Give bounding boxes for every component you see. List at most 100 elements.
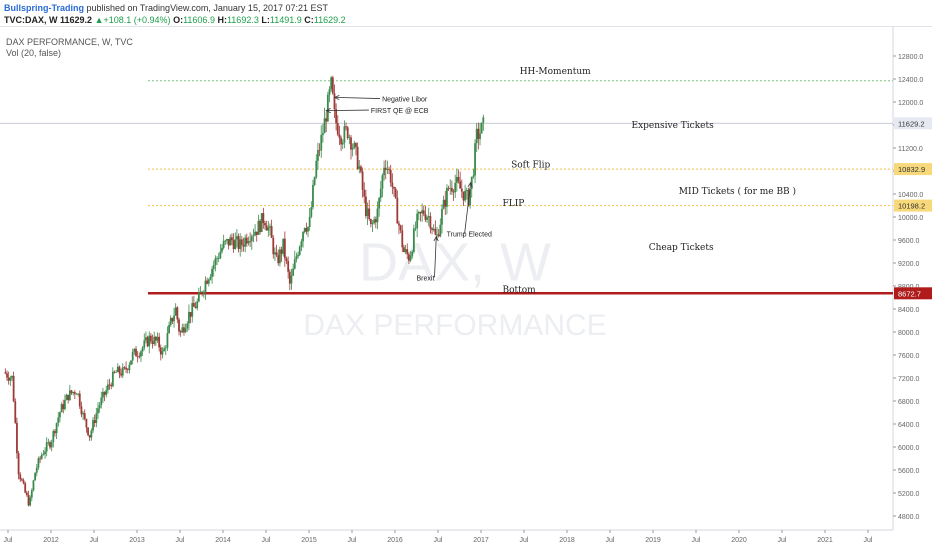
candle-body [216, 258, 218, 260]
candle-body [17, 453, 20, 475]
candle-body [270, 226, 273, 238]
candle-body [307, 227, 309, 232]
candle-body [164, 347, 167, 349]
candle-body [125, 367, 127, 370]
candle-body [356, 146, 359, 169]
candle-body [39, 458, 41, 460]
candle-body [54, 431, 56, 434]
candle-body [183, 327, 185, 333]
x-tick-label: Jul [348, 537, 357, 544]
candle-body [191, 303, 194, 317]
candle-body [421, 210, 424, 214]
candle-body [62, 404, 65, 410]
candle-body [126, 369, 129, 371]
candle-body [133, 348, 136, 352]
candle-body [9, 377, 12, 381]
candle-body [95, 413, 98, 423]
candle-body [277, 255, 280, 264]
candle-body [201, 291, 204, 294]
candle-body [475, 128, 478, 144]
candle-body [6, 373, 8, 378]
candle-body [378, 198, 381, 209]
candle-body [224, 240, 227, 242]
candle-body [376, 208, 379, 223]
candle-body [409, 256, 412, 261]
candle-body [110, 384, 113, 387]
candle-body [135, 348, 137, 357]
y-tick-label: 6800.0 [898, 399, 920, 406]
candle-body [108, 384, 111, 386]
candle-body [92, 420, 94, 431]
candle-body [237, 236, 240, 249]
candle-body [145, 337, 147, 341]
up-arrow-icon: ▲ [94, 15, 104, 25]
x-tick-label: 2015 [301, 537, 317, 544]
y-tick-label: 7600.0 [898, 353, 920, 360]
candle-body [399, 225, 402, 231]
candle-body [460, 188, 463, 192]
author-link[interactable]: Bullspring-Trading [4, 3, 84, 13]
candle-body [143, 340, 146, 348]
candle-body [197, 292, 200, 302]
candle-body [209, 276, 212, 280]
candle-body [149, 335, 152, 342]
candle-body [30, 490, 33, 498]
candle-body [404, 249, 407, 253]
x-tick-label: Jul [434, 537, 443, 544]
candle-body [446, 187, 448, 207]
candle-body [394, 188, 397, 198]
annotation-arrowhead [333, 94, 340, 101]
publish-info: published on TradingView.com, January 15… [84, 3, 329, 13]
candle-body [318, 150, 321, 151]
x-tick-label: Jul [864, 537, 873, 544]
candle-body [254, 231, 256, 236]
candle-body [462, 191, 465, 201]
price-chart[interactable]: DAX, W DAX PERFORMANCE 4800.0 5200.0 5600.0 6… [0, 27, 932, 550]
price-badge-label: 10832.9 [898, 165, 925, 174]
y-tick-label: 6400.0 [898, 422, 920, 429]
candle-body [151, 341, 154, 344]
candle-body [166, 333, 169, 348]
y-tick-label: 9600.0 [898, 238, 920, 245]
candle-body [16, 422, 18, 454]
candle-body [452, 191, 455, 193]
candle-body [361, 171, 364, 190]
candle-body [115, 371, 118, 373]
candle-body [186, 323, 189, 329]
low-label: L: [261, 15, 270, 25]
candle-body [383, 167, 385, 176]
candle-body [391, 182, 394, 187]
candle-body [189, 311, 192, 317]
candle-body [305, 228, 308, 232]
instrument-legend: DAX PERFORMANCE, W, TVC [6, 37, 133, 47]
candle-body [326, 94, 329, 122]
candle-body [336, 123, 339, 135]
candle-body [88, 435, 91, 438]
candle-body [280, 249, 283, 254]
y-tick-label: 11200.0 [898, 146, 923, 153]
candle-body [239, 239, 242, 249]
candle-body [346, 127, 349, 138]
candle-body [244, 237, 247, 247]
annotation-label: Negative Libor [382, 97, 428, 104]
candle-body [331, 77, 334, 94]
candle-body [7, 377, 10, 381]
candle-body [373, 219, 376, 224]
candle-body [235, 236, 238, 240]
candle-body [169, 317, 172, 325]
candle-body [252, 235, 255, 237]
candle-body [163, 348, 166, 352]
zone-label: FLIP [503, 199, 525, 209]
x-tick-label: 2021 [817, 537, 833, 544]
candle-body [403, 247, 405, 253]
candle-body [161, 351, 164, 355]
candle-body [105, 390, 108, 395]
candle-body [42, 454, 45, 455]
chart-background [0, 27, 932, 550]
candle-body [73, 392, 76, 394]
x-tick-label: Jul [520, 537, 529, 544]
candle-body [229, 237, 232, 246]
candle-body [422, 210, 425, 215]
x-tick-label: 2014 [215, 537, 231, 544]
candle-body [171, 317, 174, 322]
